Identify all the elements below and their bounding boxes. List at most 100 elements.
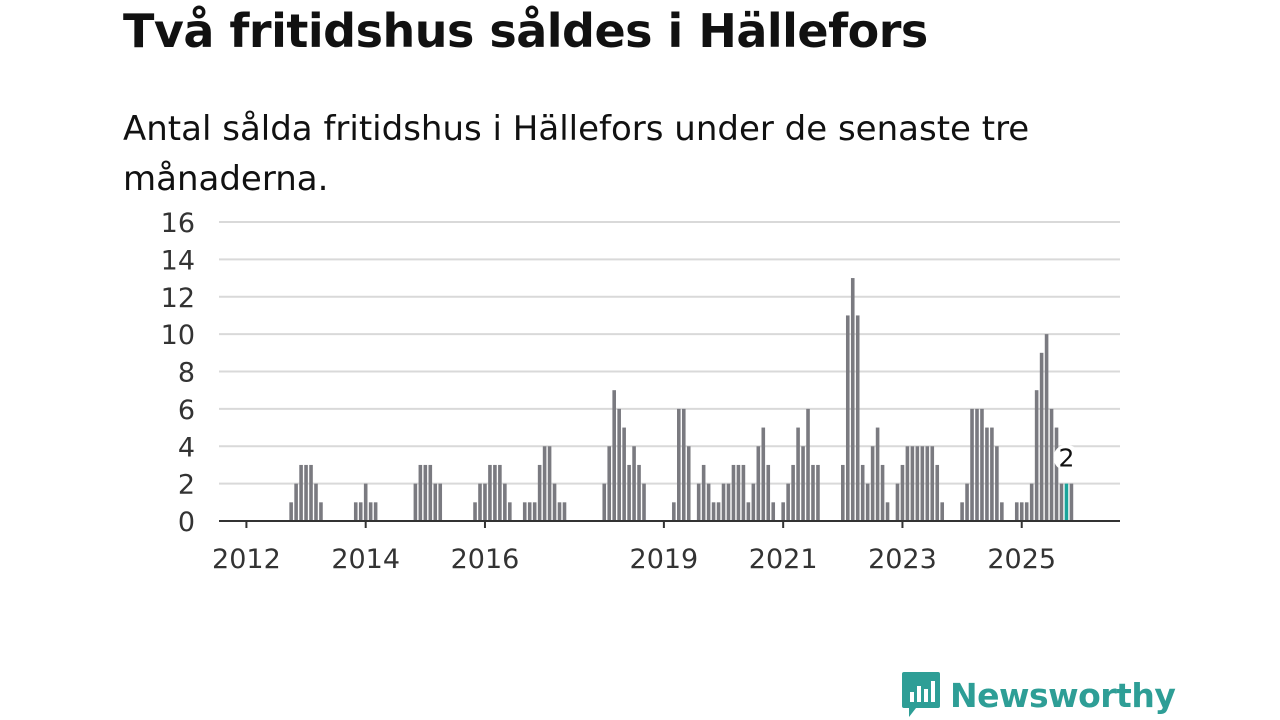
- bar: [478, 483, 482, 521]
- bar: [632, 446, 636, 521]
- bar: [1054, 427, 1059, 521]
- x-tick-label: 2023: [868, 544, 937, 575]
- bar: [503, 483, 507, 521]
- bar: [557, 502, 562, 521]
- bar: [746, 502, 751, 521]
- bar: [1024, 502, 1029, 521]
- bar: [801, 446, 805, 521]
- x-tick-label: 2012: [212, 544, 281, 575]
- bar: [299, 464, 303, 521]
- bar: [522, 502, 527, 521]
- bar: [880, 464, 885, 521]
- x-tick-label: 2025: [987, 544, 1056, 575]
- x-tick-label: 2016: [451, 544, 520, 575]
- bar: [895, 483, 900, 521]
- bar: [677, 408, 681, 521]
- bar: [781, 502, 785, 521]
- bar: [602, 483, 607, 521]
- bar: [855, 315, 860, 521]
- chart-title: Två fritidshus såldes i Hällefors: [123, 4, 928, 58]
- bar: [771, 502, 776, 521]
- bar: [940, 502, 945, 521]
- bar: [552, 483, 557, 521]
- y-tick-label: 8: [178, 358, 195, 389]
- bar: [865, 483, 870, 521]
- bar: [731, 464, 736, 521]
- bar: [542, 446, 547, 521]
- y-tick-label: 0: [178, 507, 195, 538]
- bar: [562, 502, 567, 521]
- bar: [353, 502, 358, 521]
- bar: [493, 464, 497, 521]
- bar: [905, 446, 910, 521]
- bar: [498, 464, 502, 521]
- bar: [915, 446, 920, 521]
- bar: [686, 446, 691, 521]
- bar: [985, 427, 989, 521]
- bar: [960, 502, 964, 521]
- y-tick-label: 16: [161, 208, 195, 239]
- bar: [473, 502, 477, 521]
- bar: [766, 464, 771, 521]
- bar: [1069, 483, 1074, 521]
- bar: [433, 483, 438, 521]
- bar: [841, 464, 845, 521]
- bar: [726, 483, 731, 521]
- bar: [930, 446, 935, 521]
- bar: [860, 464, 865, 521]
- bar: [358, 502, 363, 521]
- x-tick-label: 2021: [749, 544, 818, 575]
- chart-subtitle: Antal sålda fritidshus i Hällefors under…: [123, 109, 1030, 199]
- y-tick-label: 14: [161, 245, 195, 276]
- bar: [1049, 408, 1054, 521]
- bar: [716, 502, 721, 521]
- bar: [508, 502, 512, 521]
- bar: [995, 446, 999, 521]
- bar: [527, 502, 532, 521]
- bar: [965, 483, 969, 521]
- bar: [1029, 483, 1034, 521]
- bar: [294, 483, 298, 521]
- y-tick-label: 12: [161, 283, 195, 314]
- bar: [1039, 352, 1044, 521]
- bar: [980, 408, 984, 521]
- bar: [368, 502, 373, 521]
- bar: [975, 408, 979, 521]
- bar: [751, 483, 756, 521]
- bar: [701, 464, 706, 521]
- bar: [711, 502, 716, 521]
- x-tick-label: 2019: [630, 544, 699, 575]
- bar: [612, 390, 616, 521]
- bar: [672, 502, 676, 521]
- bar: [642, 483, 646, 521]
- bar: [900, 464, 905, 521]
- bar: [1059, 483, 1064, 521]
- bar: [811, 464, 815, 521]
- y-tick-label: 6: [178, 395, 195, 426]
- newsworthy-logo-icon: [902, 672, 940, 717]
- bar: [970, 408, 974, 521]
- bar: [816, 464, 820, 521]
- bar: [990, 427, 994, 521]
- bar: [761, 427, 766, 521]
- bar: [850, 278, 855, 521]
- bar: [537, 464, 542, 521]
- bar: [373, 502, 378, 521]
- bar: [1044, 334, 1049, 521]
- bar: [1000, 502, 1004, 521]
- bar: [935, 464, 940, 521]
- bar: [622, 427, 626, 521]
- bar: [845, 315, 850, 521]
- bar: [875, 427, 880, 521]
- y-tick-label: 4: [178, 432, 195, 463]
- bar: [925, 446, 930, 521]
- bar: [681, 408, 686, 521]
- bar: [423, 464, 428, 521]
- bar: [617, 408, 621, 521]
- bar: [885, 502, 890, 521]
- bar: [418, 464, 423, 521]
- bar: [547, 446, 552, 521]
- data-label-background: [1053, 444, 1080, 471]
- bar: [1014, 502, 1019, 521]
